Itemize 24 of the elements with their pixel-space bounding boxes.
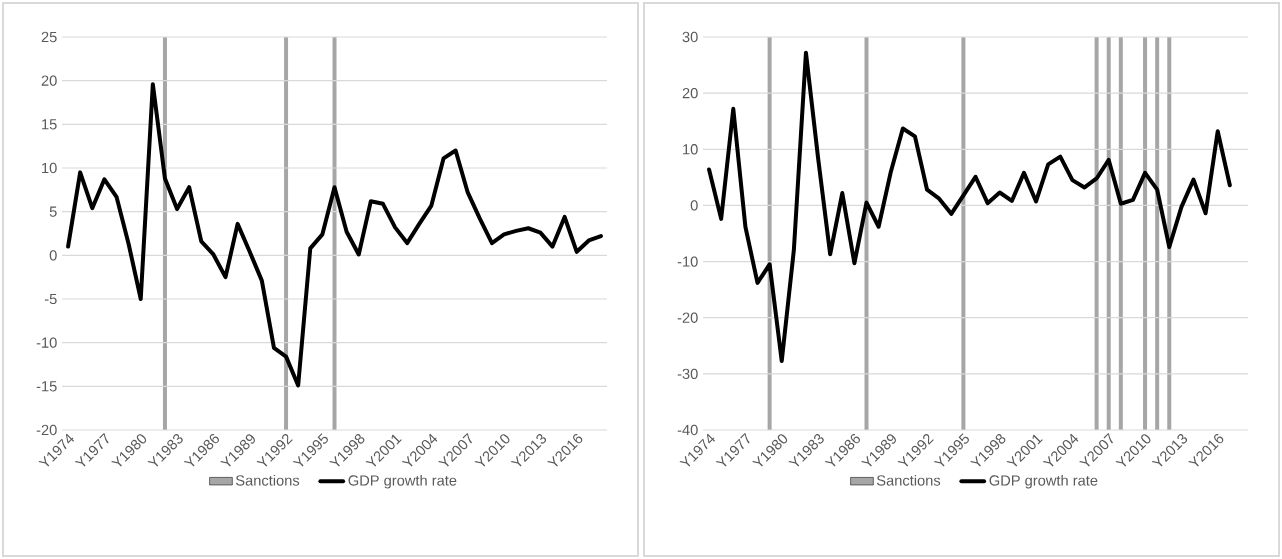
line-series (66, 82, 603, 388)
y-tick-label: 0 (690, 200, 698, 211)
y-tick-label: -40 (677, 424, 698, 436)
y-tick-label: 15 (42, 119, 57, 130)
legend-label: GDP growth rate (348, 474, 457, 489)
y-tick-label: 20 (682, 87, 698, 99)
y-tick-label: 25 (41, 31, 57, 43)
y-tick-label: 20 (41, 75, 57, 86)
y-tick-label: -20 (677, 312, 698, 323)
y-tick-label: 5 (49, 206, 57, 217)
y-tick-label: 10 (683, 144, 698, 155)
legend-label: Sanctions (876, 474, 941, 486)
y-tick-label: -10 (677, 256, 698, 267)
y-tick-label: 10 (42, 162, 57, 174)
y-tick-label: -10 (36, 337, 57, 348)
y-tick-label: -15 (36, 381, 57, 392)
y-tick-label: 30 (682, 31, 698, 43)
y-tick-label: -20 (36, 424, 57, 436)
y-tick-label: -30 (677, 368, 698, 380)
legend-label: GDP growth rate (989, 474, 1098, 489)
legend-label: Sanctions (235, 474, 300, 486)
y-tick-label: -5 (44, 293, 57, 305)
line-series (707, 50, 1232, 363)
y-tick-label: 0 (49, 250, 57, 261)
